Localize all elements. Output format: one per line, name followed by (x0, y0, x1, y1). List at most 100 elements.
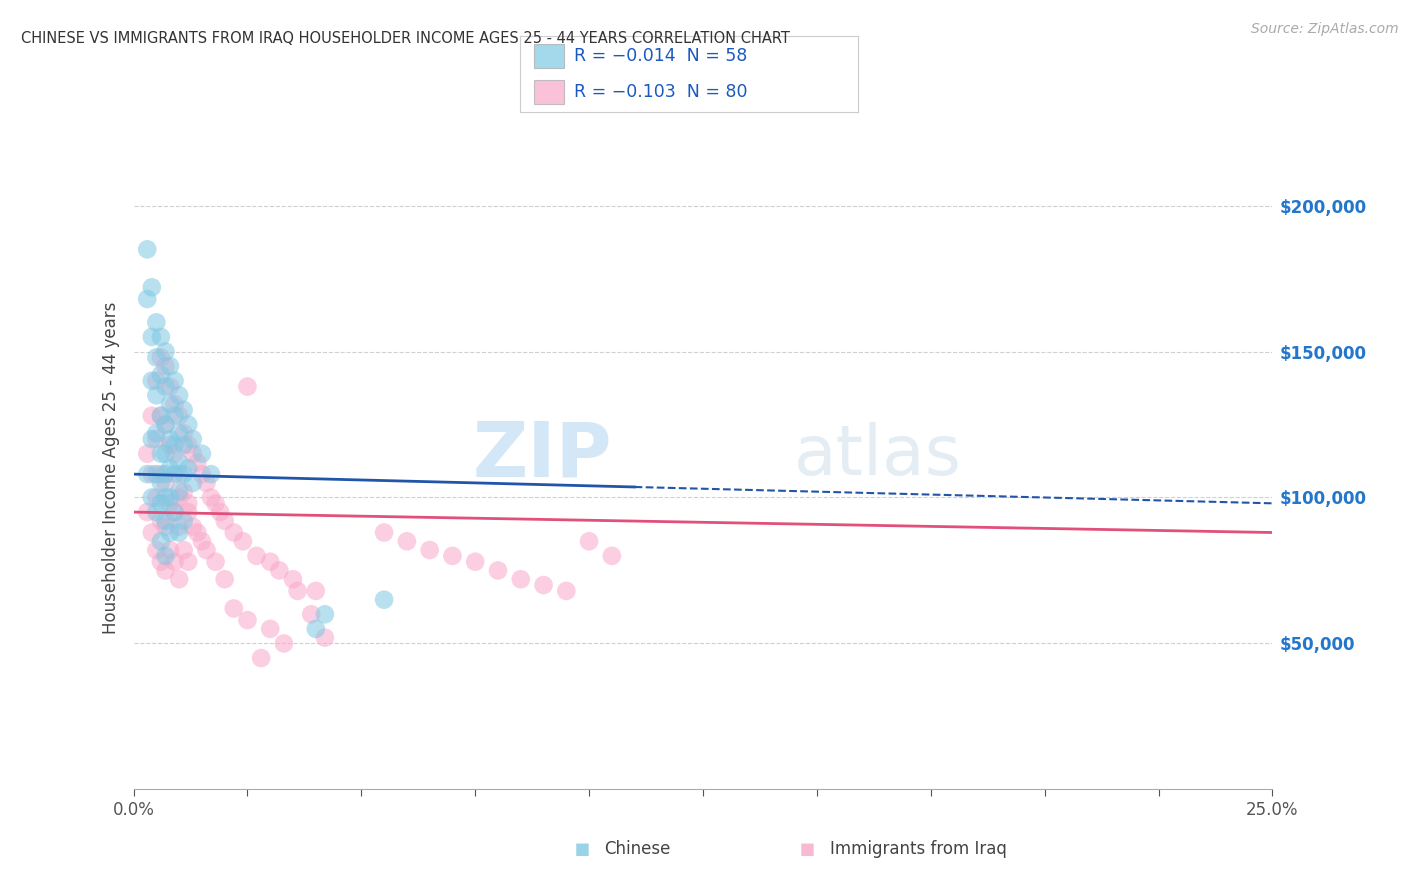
Point (155, 514, 177, 528)
Point (287, 583, 309, 598)
Point (173, 484, 195, 499)
Point (204, 496, 226, 510)
Point (441, 549, 464, 563)
Point (145, 351, 167, 365)
Point (281, 572, 304, 586)
Point (177, 438, 200, 452)
Point (141, 525, 163, 540)
Point (259, 622, 281, 636)
Point (173, 426, 195, 441)
Point (305, 583, 328, 598)
Point (181, 475, 204, 490)
Point (167, 467, 190, 482)
Point (578, 534, 600, 549)
Point (314, 631, 336, 645)
Point (155, 491, 177, 505)
Text: R = −0.103  N = 80: R = −0.103 N = 80 (574, 83, 748, 101)
Point (149, 351, 172, 365)
Point (136, 243, 159, 257)
Point (141, 330, 163, 344)
Point (149, 467, 172, 482)
Text: R = −0.014  N = 58: R = −0.014 N = 58 (574, 47, 748, 65)
Point (181, 447, 204, 461)
Point (167, 388, 190, 402)
Text: CHINESE VS IMMIGRANTS FROM IRAQ HOUSEHOLDER INCOME AGES 25 - 44 YEARS CORRELATIO: CHINESE VS IMMIGRANTS FROM IRAQ HOUSEHOL… (21, 31, 790, 46)
Point (159, 543, 181, 558)
Point (163, 438, 186, 452)
Point (149, 409, 172, 423)
Point (236, 613, 259, 627)
Point (145, 467, 167, 482)
Point (149, 409, 172, 423)
Point (145, 491, 167, 505)
Point (177, 417, 200, 432)
Point (163, 555, 186, 569)
Point (141, 491, 163, 505)
Point (177, 496, 200, 510)
Point (509, 572, 531, 586)
Point (191, 447, 214, 461)
Point (145, 388, 167, 402)
Point (163, 505, 186, 519)
Point (181, 432, 204, 446)
Point (159, 461, 181, 475)
Point (149, 368, 172, 382)
Point (486, 564, 509, 578)
Point (149, 496, 172, 510)
Point (159, 379, 181, 393)
Point (177, 555, 200, 569)
Point (149, 514, 172, 528)
Point (155, 475, 177, 490)
Point (167, 409, 190, 423)
Point (222, 525, 245, 540)
Point (555, 583, 578, 598)
Point (299, 607, 322, 622)
Point (167, 491, 190, 505)
Point (167, 455, 190, 469)
Point (136, 447, 159, 461)
Point (163, 467, 186, 482)
Point (159, 525, 181, 540)
Text: Source: ZipAtlas.com: Source: ZipAtlas.com (1251, 22, 1399, 37)
Point (145, 426, 167, 441)
Point (159, 397, 181, 411)
Point (200, 491, 222, 505)
Text: Chinese: Chinese (605, 840, 671, 858)
Point (145, 315, 167, 329)
Point (419, 543, 441, 558)
Point (155, 417, 177, 432)
Text: atlas: atlas (794, 422, 962, 489)
Point (141, 409, 163, 423)
Point (273, 636, 295, 650)
Y-axis label: Householder Income Ages 25 - 44 years: Householder Income Ages 25 - 44 years (101, 302, 120, 634)
Point (149, 447, 172, 461)
Point (136, 467, 159, 482)
Point (149, 475, 172, 490)
Point (214, 572, 236, 586)
Point (533, 578, 555, 592)
Point (464, 555, 486, 569)
FancyBboxPatch shape (534, 44, 564, 69)
Point (186, 525, 208, 540)
Point (141, 432, 163, 446)
Point (186, 455, 208, 469)
Point (373, 592, 395, 607)
Point (222, 601, 245, 615)
Text: ZIP: ZIP (472, 418, 612, 492)
Point (191, 534, 214, 549)
Point (195, 475, 218, 490)
Point (155, 447, 177, 461)
Point (269, 564, 291, 578)
Point (163, 505, 186, 519)
Point (145, 505, 167, 519)
Point (149, 330, 172, 344)
Point (145, 374, 167, 388)
Point (141, 374, 163, 388)
Point (163, 374, 186, 388)
Point (145, 543, 167, 558)
Point (314, 607, 336, 622)
Point (167, 572, 190, 586)
Point (155, 344, 177, 359)
Point (163, 397, 186, 411)
Point (159, 491, 181, 505)
